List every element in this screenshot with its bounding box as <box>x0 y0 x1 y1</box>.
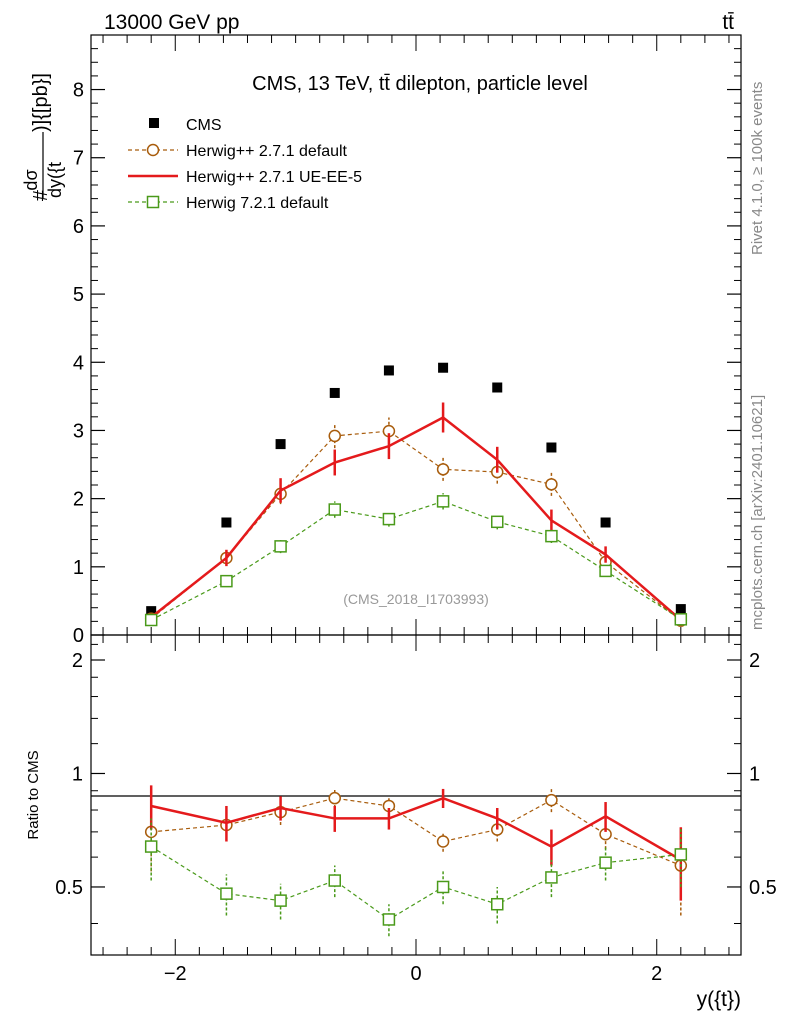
ratio-plot-frame <box>90 634 742 956</box>
ratio-y-tick-label-right: 2 <box>749 650 760 672</box>
main-y-tick-label: 8 <box>73 80 84 102</box>
main-point-herwig-7-2-1-default <box>599 564 612 578</box>
ratio-point-herwig-7-2-1-default <box>274 894 287 907</box>
legend: CMS Herwig++ 2.7.1 default Herwig++ 2.7.… <box>128 117 362 212</box>
main-point-cms <box>146 606 157 617</box>
main-point-herwig-2-7-1-default <box>328 429 341 443</box>
main-point-cms <box>492 382 503 393</box>
ratio-y-tick-label-right: 1 <box>749 763 760 785</box>
main-y-tick-label: 7 <box>73 148 84 170</box>
rivet-version-label: Rivet 4.1.0, ≥ 100k events <box>749 82 766 255</box>
ratio-series-herwig-7-2-1-default <box>144 818 688 937</box>
main-point-herwig-7-2-1-default <box>491 515 504 529</box>
legend-marker-cms <box>149 118 159 128</box>
main-point-herwig-7-2-1-default <box>274 540 287 553</box>
ratio-line-herwig-2-7-1-default <box>151 797 682 867</box>
ratio-line-herwig-7-2-1-default <box>150 846 681 921</box>
main-point-herwig-7-2-1-default <box>144 613 158 627</box>
y-label-tail: )]{[pb}] <box>30 73 52 132</box>
y-label-hash: # <box>30 189 52 201</box>
main-y-tick-label: 0 <box>73 625 84 647</box>
header-left: 13000 GeV pp <box>104 11 239 34</box>
analysis-label: (CMS_2018_I1703993) <box>343 591 489 607</box>
main-point-herwig-7-2-1-default <box>220 574 233 588</box>
main-series-cms <box>146 362 686 617</box>
ratio-point-herwig-7-2-1-default <box>144 840 158 853</box>
main-point-herwig-7-2-1-default <box>545 529 558 543</box>
main-point-cms <box>675 604 686 615</box>
legend-marker-herwigpp-default <box>146 143 160 157</box>
ratio-point-herwig-2-7-1-default <box>545 793 558 807</box>
x-tick-label: 2 <box>651 963 662 985</box>
ratio-point-herwig-7-2-1-default <box>599 856 612 869</box>
main-point-herwig-7-2-1-default <box>674 613 688 626</box>
legend-label-herwigpp-default: Herwig++ 2.7.1 default <box>186 143 348 160</box>
ratio-point-herwig-2-7-1-default <box>328 791 341 805</box>
ratio-point-herwig-2-7-1-default <box>436 835 450 848</box>
main-point-cms <box>438 362 449 373</box>
main-point-herwig-7-2-1-default <box>382 512 396 526</box>
ratio-y-axis-label: Ratio to CMS <box>25 750 42 839</box>
legend-marker-herwig7-default <box>146 195 160 209</box>
main-line-herwig-7-2-1-default <box>150 500 682 621</box>
ratio-point-herwig-7-2-1-default <box>674 848 688 861</box>
ratio-y-tick-label: 2 <box>72 650 83 672</box>
main-series-herwig-2-7-1-ue-ee-5 <box>149 402 683 624</box>
main-point-cms <box>546 442 557 453</box>
ratio-y-tick-label: 0.5 <box>55 877 83 899</box>
ratio-point-herwig-7-2-1-default <box>545 871 558 884</box>
main-y-axis-label: # dσ dy({t )]{[pb}] <box>21 73 65 201</box>
x-tick-label: 0 <box>410 963 421 985</box>
main-series-herwig-7-2-1-default <box>144 493 688 627</box>
legend-label-cms: CMS <box>186 117 222 134</box>
y-label-denominator: dy({t <box>45 162 65 198</box>
main-line-herwig-2-7-1-ue-ee-5 <box>150 416 682 621</box>
mcplots-label: mcplots.cern.ch [arXiv:2401.10621] <box>749 395 766 630</box>
ratio-point-herwig-7-2-1-default <box>220 887 233 900</box>
ratio-y-tick-label: 1 <box>72 763 83 785</box>
main-point-cms <box>275 439 286 450</box>
main-point-herwig-2-7-1-default <box>436 463 450 476</box>
y-label-numerator: dσ <box>21 169 41 190</box>
legend-label-herwigpp-ueee5: Herwig++ 2.7.1 UE-EE-5 <box>186 169 362 186</box>
main-point-herwig-2-7-1-default <box>545 478 558 491</box>
main-point-cms <box>383 365 394 376</box>
ratio-y-tick-label-right: 0.5 <box>749 877 777 899</box>
header-right: tt̄ <box>722 11 734 34</box>
ratio-line-herwig-2-7-1-ue-ee-5 <box>150 796 682 861</box>
ratio-point-herwig-7-2-1-default <box>436 880 450 894</box>
main-point-herwig-7-2-1-default <box>328 503 341 516</box>
main-point-herwig-7-2-1-default <box>436 495 450 508</box>
ratio-series-herwig-2-7-1-ue-ee-5 <box>149 785 683 901</box>
main-y-tick-label: 3 <box>73 420 84 442</box>
x-axis-label: y({t}) <box>697 988 741 1011</box>
chart-title: CMS, 13 TeV, tt̄ dilepton, particle leve… <box>252 73 588 95</box>
main-y-tick-label: 4 <box>73 352 84 374</box>
main-y-tick-label: 5 <box>73 284 84 306</box>
main-point-cms <box>329 387 340 398</box>
x-tick-label: −2 <box>164 963 187 985</box>
main-y-tick-label: 2 <box>73 489 84 511</box>
main-y-tick-label: 1 <box>73 557 84 579</box>
ratio-point-herwig-7-2-1-default <box>382 913 396 926</box>
ratio-point-herwig-7-2-1-default <box>328 874 341 887</box>
main-point-cms <box>221 517 232 528</box>
main-y-tick-label: 6 <box>73 216 84 238</box>
legend-label-herwig7-default: Herwig 7.2.1 default <box>186 195 329 212</box>
main-point-cms <box>600 517 611 528</box>
ratio-point-herwig-7-2-1-default <box>491 897 504 911</box>
